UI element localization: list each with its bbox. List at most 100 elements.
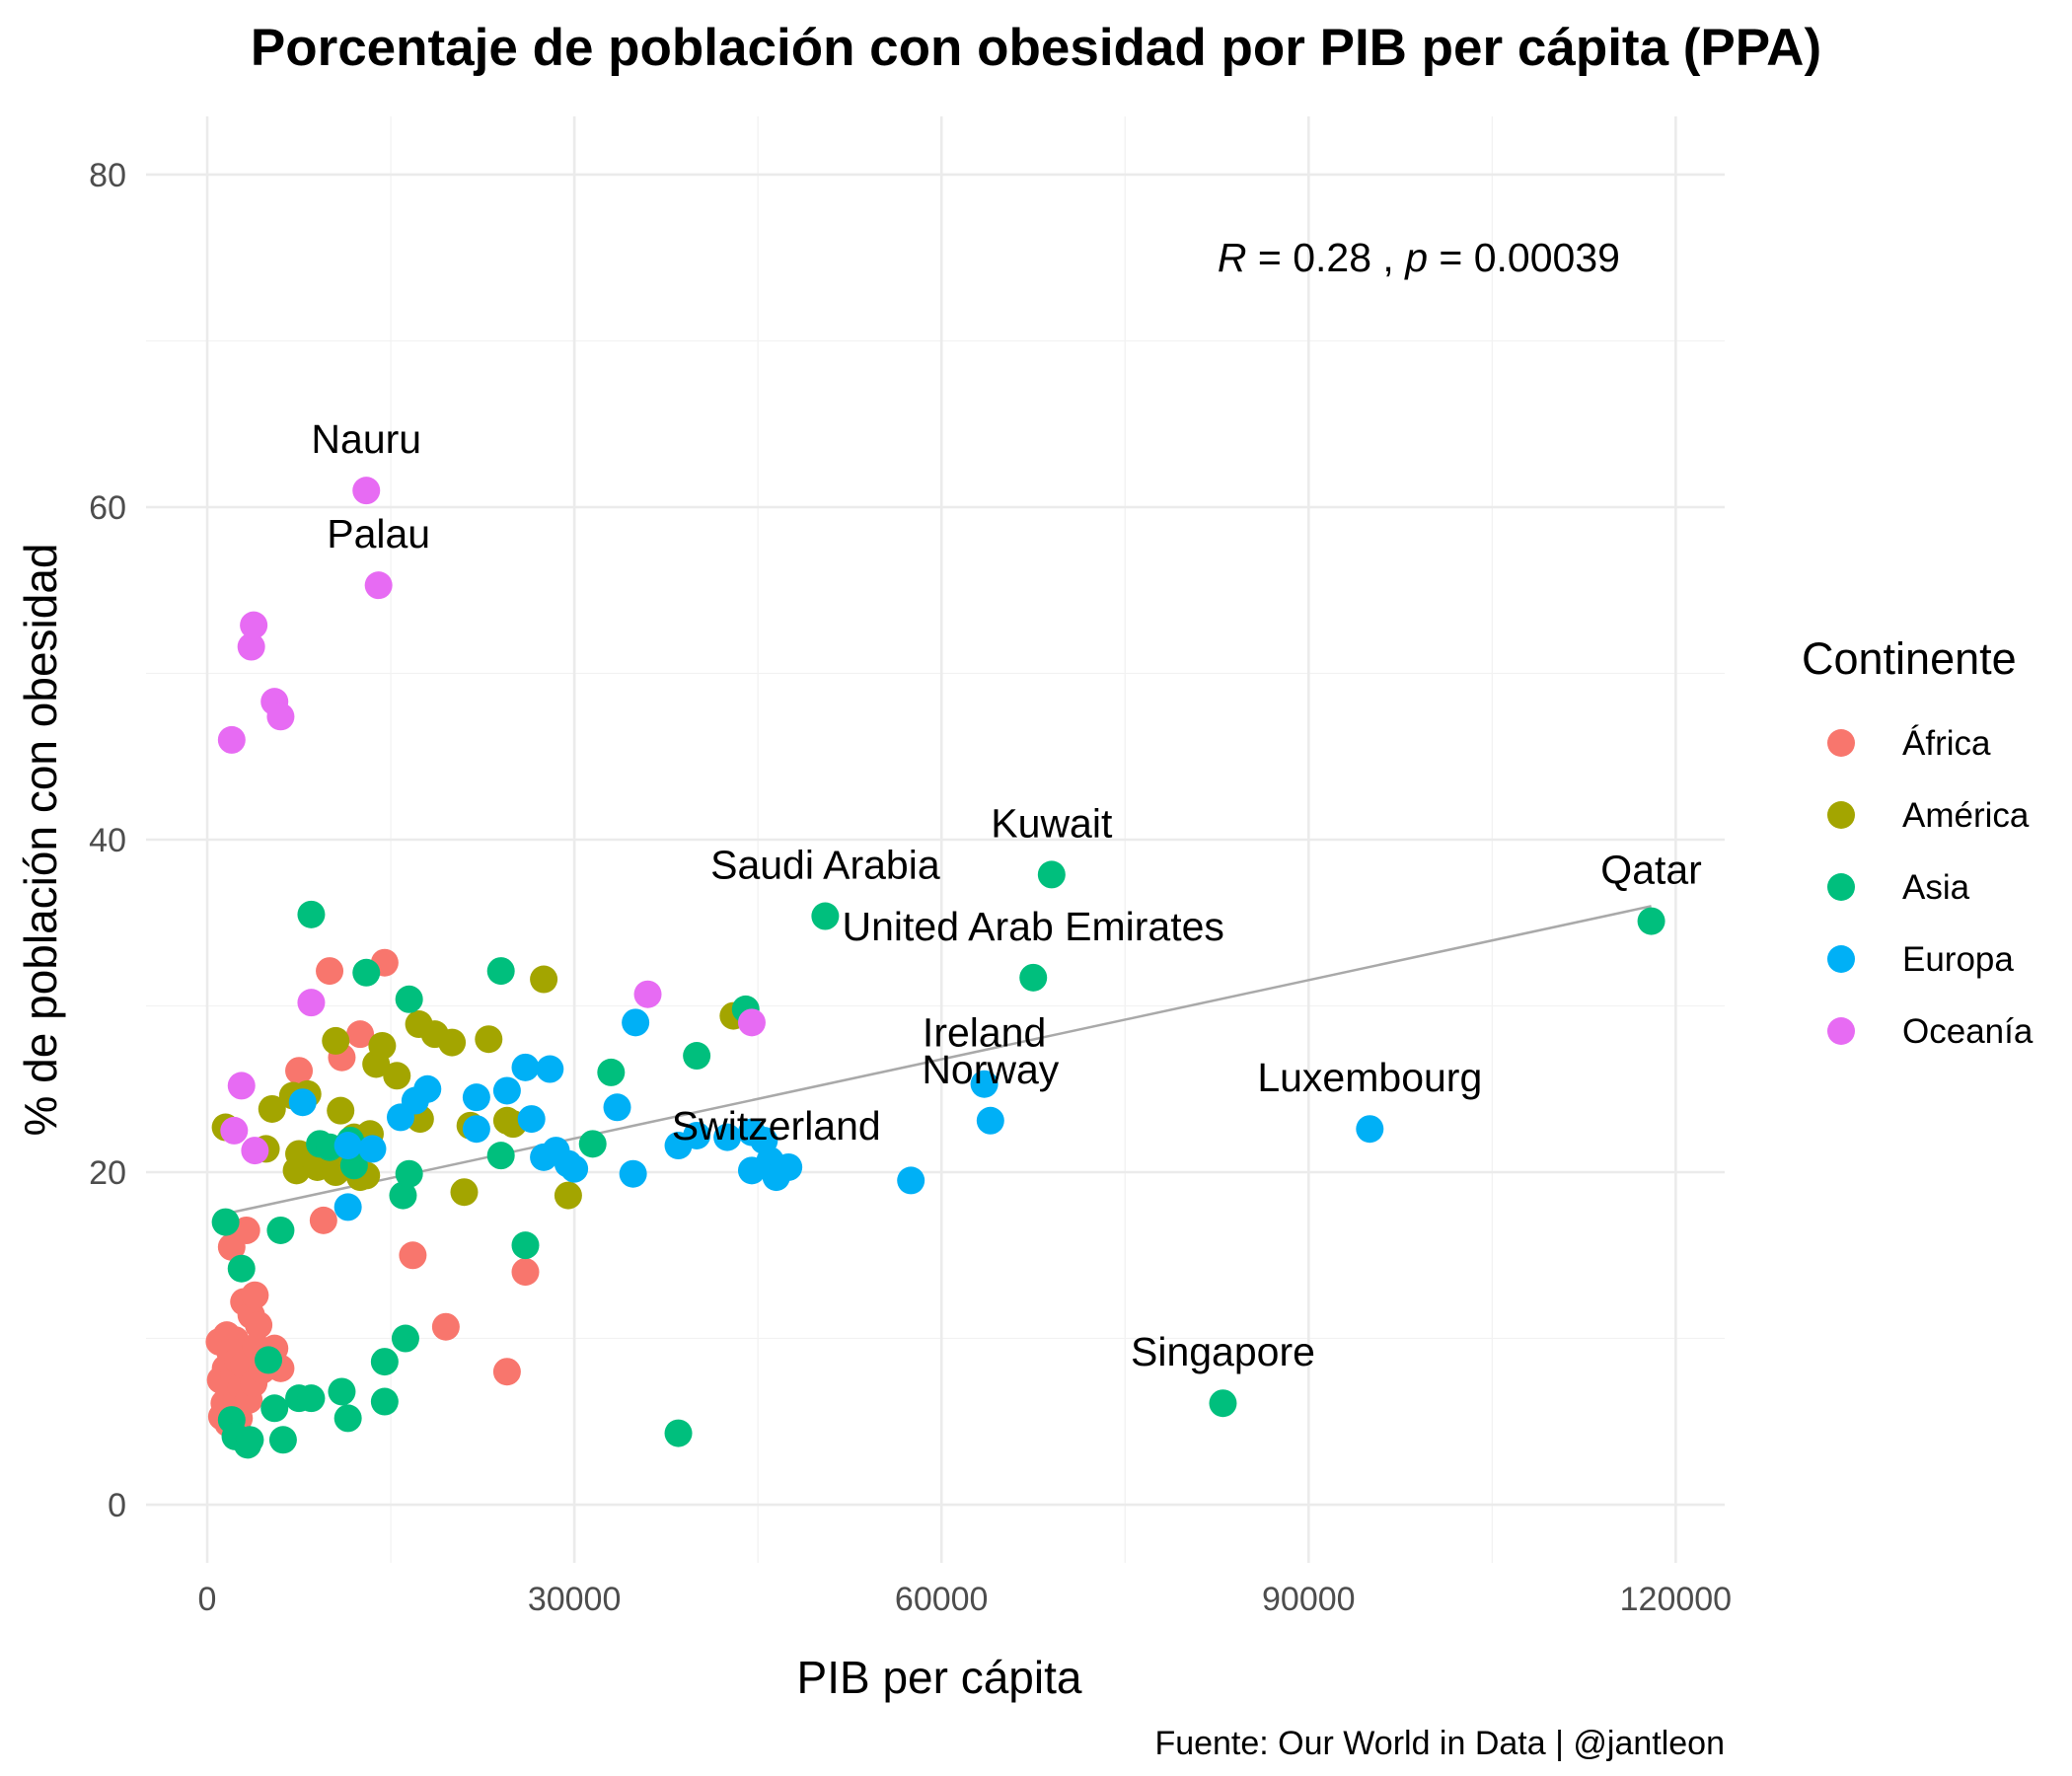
- point-label: Kuwait: [991, 800, 1113, 846]
- data-point: [255, 1346, 283, 1374]
- legend-key: [1827, 945, 1855, 973]
- point-label: Palau: [327, 511, 430, 556]
- data-point: [333, 1193, 362, 1221]
- data-point: [462, 1083, 490, 1112]
- data-point: [328, 1377, 356, 1406]
- data-point: [220, 1116, 249, 1145]
- data-point: [603, 1093, 631, 1122]
- data-point: [619, 1159, 647, 1188]
- data-point: [240, 611, 268, 639]
- data-point: [297, 989, 326, 1017]
- data-point: [316, 957, 344, 986]
- data-point: [322, 1026, 350, 1055]
- data-point: [333, 1132, 362, 1160]
- data-point: [486, 957, 515, 986]
- data-point: [370, 1348, 399, 1376]
- data-point: [266, 703, 295, 731]
- data-point: [236, 1426, 264, 1454]
- point-label: Singapore: [1131, 1329, 1315, 1374]
- data-point: [368, 1031, 397, 1060]
- y-tick-label: 0: [108, 1487, 126, 1524]
- point-labels-layer: Nauru Palau Kuwait Saudi Arabia Qatar United …: [311, 416, 1701, 1374]
- data-point: [517, 1105, 546, 1134]
- data-point: [395, 1159, 423, 1188]
- data-point: [492, 1358, 521, 1386]
- data-point: [1037, 860, 1066, 889]
- x-tick-label: 30000: [528, 1581, 622, 1618]
- point-label: United Arab Emirates: [843, 904, 1224, 949]
- data-point: [288, 1088, 317, 1117]
- y-tick-label: 20: [89, 1154, 126, 1192]
- x-tick-label: 120000: [1620, 1581, 1732, 1618]
- data-point: [297, 1384, 326, 1413]
- legend-key: [1827, 729, 1855, 757]
- data-point: [266, 1216, 295, 1244]
- data-point: [241, 1281, 269, 1309]
- data-point: [622, 1008, 650, 1037]
- y-axis-ticks: 0 20 40 60 80: [89, 157, 126, 1524]
- data-point: [811, 902, 840, 930]
- trend-line: [225, 905, 1652, 1216]
- data-point: [364, 571, 393, 600]
- data-point: [309, 1206, 337, 1234]
- y-tick-label: 80: [89, 157, 126, 194]
- data-point: [232, 1216, 260, 1244]
- p-symbol: p: [1403, 235, 1428, 280]
- x-tick-label: 0: [198, 1581, 217, 1618]
- data-point: [560, 1154, 589, 1183]
- data-point: [597, 1058, 626, 1086]
- data-point: [438, 1028, 467, 1057]
- x-axis-ticks: 0 30000 60000 90000 120000: [198, 1581, 1733, 1618]
- data-point: [976, 1106, 1004, 1135]
- data-point: [333, 1404, 362, 1433]
- data-point: [633, 980, 662, 1008]
- data-point: [241, 1137, 269, 1165]
- legend-label: Asia: [1902, 868, 1970, 907]
- data-point: [391, 1324, 419, 1353]
- data-point: [217, 725, 246, 754]
- point-label: Qatar: [1600, 848, 1702, 893]
- data-point: [1209, 1389, 1237, 1418]
- p-value: = 0.00039: [1428, 235, 1620, 280]
- y-tick-label: 40: [89, 822, 126, 859]
- data-point: [258, 1094, 286, 1123]
- data-point: [450, 1178, 479, 1207]
- data-point: [492, 1076, 521, 1105]
- legend-key: [1827, 873, 1855, 901]
- legend-label: África: [1902, 724, 1991, 763]
- r-value: = 0.28 ,: [1247, 235, 1406, 280]
- data-point: [511, 1053, 540, 1081]
- data-point: [737, 1008, 766, 1037]
- data-point: [713, 1123, 742, 1151]
- data-point: [1637, 907, 1665, 935]
- legend-key: [1827, 1017, 1855, 1045]
- data-point: [970, 1070, 999, 1098]
- data-point: [268, 1426, 297, 1454]
- data-point: [554, 1181, 582, 1210]
- legend-title: Continente: [1802, 633, 2017, 684]
- data-point: [578, 1130, 607, 1158]
- data-point: [352, 958, 381, 987]
- data-point: [511, 1258, 540, 1287]
- point-label: Luxembourg: [1257, 1055, 1482, 1100]
- legend-label: Europa: [1902, 940, 2014, 979]
- data-point: [358, 1135, 387, 1163]
- data-point: [683, 1121, 711, 1149]
- x-axis-title: PIB per cápita: [797, 1652, 1082, 1703]
- legend-items: África América Asia Europa Oceanía: [1827, 724, 2034, 1051]
- data-point: [237, 632, 265, 661]
- data-point: [245, 1311, 273, 1340]
- legend-label: América: [1902, 796, 2030, 835]
- data-point: [775, 1152, 803, 1181]
- data-point: [486, 1142, 515, 1170]
- point-label: Switzerland: [672, 1103, 881, 1148]
- x-tick-label: 60000: [895, 1581, 989, 1618]
- data-point: [1019, 963, 1048, 992]
- data-point: [395, 985, 423, 1013]
- legend-key: [1827, 801, 1855, 829]
- data-point: [897, 1166, 925, 1195]
- y-tick-label: 60: [89, 489, 126, 527]
- data-point: [227, 1254, 256, 1283]
- data-point: [383, 1062, 411, 1090]
